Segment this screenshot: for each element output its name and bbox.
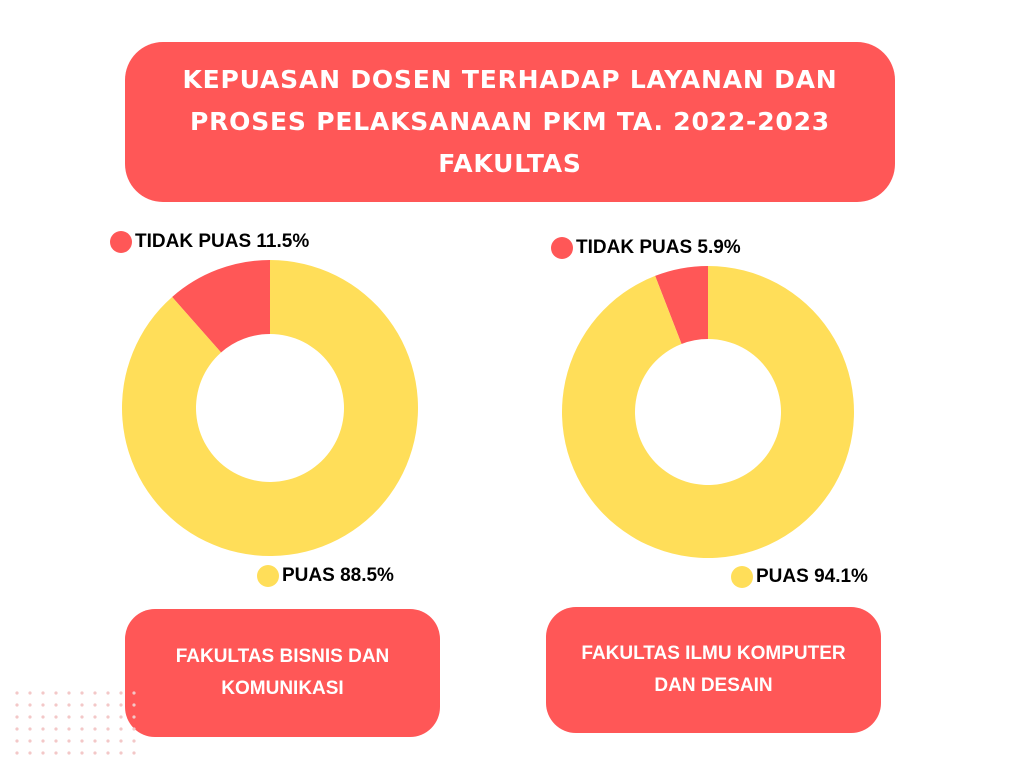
donut-chart-fakultas-bisnis	[122, 260, 418, 556]
donut-slice-puas	[122, 260, 418, 556]
title-line-2: PROSES PELAKSANAAN PKM TA. 2022-2023	[189, 107, 830, 136]
decor-dot	[93, 739, 97, 743]
legend-dot-icon	[731, 566, 753, 588]
decor-dot	[119, 691, 123, 695]
decor-dot	[119, 715, 123, 719]
title-line-1: KEPUASAN DOSEN TERHADAP LAYANAN DAN	[182, 65, 838, 94]
decor-dot	[106, 751, 110, 755]
decor-dot	[80, 715, 84, 719]
donut-chart-fakultas-ilmu-komputer	[562, 266, 854, 558]
decor-dot	[80, 727, 84, 731]
faculty-label-ilmu-komputer: FAKULTAS ILMU KOMPUTER DAN DESAIN	[546, 607, 881, 733]
faculty-label-ilmu-komputer-line-1: FAKULTAS ILMU KOMPUTER	[581, 643, 846, 664]
legend-dot-icon	[257, 565, 279, 587]
donut-slice-tidak-puas	[172, 260, 270, 353]
decor-dot	[41, 715, 45, 719]
donut-slice-puas	[562, 266, 854, 558]
decor-dot	[15, 727, 19, 731]
decor-dot	[54, 715, 58, 719]
decor-dot	[41, 727, 45, 731]
decor-dot	[119, 703, 123, 707]
decor-dot	[119, 751, 123, 755]
decor-dot	[132, 703, 136, 707]
legend-tidak-puas-2: TIDAK PUAS 5.9%	[551, 237, 741, 259]
decor-dot	[67, 727, 71, 731]
decor-dot	[67, 751, 71, 755]
legend-label-tidak-puas-1: TIDAK PUAS 11.5%	[135, 231, 310, 252]
decor-dot	[54, 703, 58, 707]
legend-puas-1: PUAS 88.5%	[257, 565, 394, 587]
decor-dot	[15, 751, 19, 755]
legend-label-tidak-puas-2: TIDAK PUAS 5.9%	[576, 237, 741, 258]
decor-dot	[132, 715, 136, 719]
decor-dot	[93, 703, 97, 707]
decor-dot	[132, 727, 136, 731]
legend-dot-icon	[551, 237, 573, 259]
decor-dot	[132, 751, 136, 755]
faculty-label-ilmu-komputer-line-2: DAN DESAIN	[654, 675, 773, 696]
decor-dot	[106, 739, 110, 743]
decor-dot	[15, 715, 19, 719]
decor-dot	[132, 691, 136, 695]
decor-dot	[93, 691, 97, 695]
decor-dot	[41, 691, 45, 695]
decor-dot	[28, 727, 32, 731]
legend-label-puas-2: PUAS 94.1%	[756, 566, 868, 587]
decor-dot	[106, 715, 110, 719]
faculty-label-bisnis-line-1: FAKULTAS BISNIS DAN	[175, 646, 390, 667]
decor-dot	[41, 739, 45, 743]
decor-dot	[80, 751, 84, 755]
decor-dot	[15, 739, 19, 743]
decor-dot	[54, 751, 58, 755]
decor-dot	[93, 727, 97, 731]
decor-dot	[41, 703, 45, 707]
decor-dot	[28, 739, 32, 743]
decor-dot	[106, 703, 110, 707]
decor-dot	[119, 727, 123, 731]
decor-dot	[67, 703, 71, 707]
faculty-label-bisnis-line-2: KOMUNIKASI	[221, 678, 344, 699]
decor-dot	[93, 751, 97, 755]
decor-dot	[28, 751, 32, 755]
decor-dot	[54, 691, 58, 695]
decorative-dot-grid-icon	[15, 691, 136, 755]
decor-dot	[106, 727, 110, 731]
decor-dot	[132, 739, 136, 743]
legend-label-puas-1: PUAS 88.5%	[282, 565, 394, 586]
decor-dot	[80, 691, 84, 695]
donut-slice-tidak-puas	[655, 266, 708, 344]
decor-dot	[80, 739, 84, 743]
legend-dot-icon	[110, 231, 132, 253]
decor-dot	[15, 691, 19, 695]
decor-dot	[28, 691, 32, 695]
decor-dot	[67, 739, 71, 743]
decor-dot	[80, 703, 84, 707]
decor-dot	[15, 703, 19, 707]
decor-dot	[119, 739, 123, 743]
faculty-label-bisnis: FAKULTAS BISNIS DAN KOMUNIKASI	[125, 609, 440, 737]
decor-dot	[54, 739, 58, 743]
decor-dot	[93, 715, 97, 719]
page-title: KEPUASAN DOSEN TERHADAP LAYANAN DAN PROS…	[125, 42, 895, 202]
decor-dot	[106, 691, 110, 695]
decor-dot	[28, 715, 32, 719]
decor-dot	[67, 715, 71, 719]
legend-tidak-puas-1: TIDAK PUAS 11.5%	[110, 231, 309, 253]
decor-dot	[54, 727, 58, 731]
decor-dot	[41, 751, 45, 755]
title-line-3: FAKULTAS	[438, 149, 582, 178]
decor-dot	[28, 703, 32, 707]
legend-puas-2: PUAS 94.1%	[731, 566, 868, 588]
decor-dot	[67, 691, 71, 695]
